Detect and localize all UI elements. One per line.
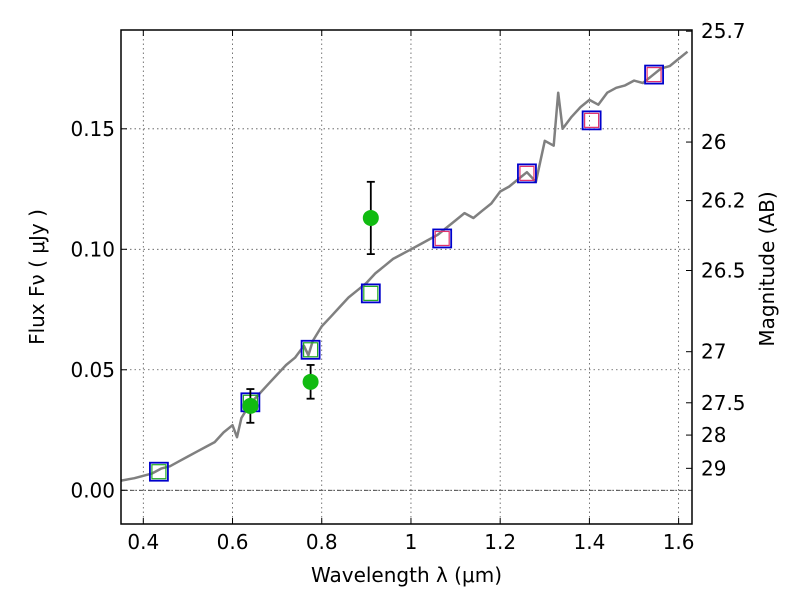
y-axis-label: Flux Fν ( μJy ) <box>25 209 49 345</box>
model-photometry-inner-marker <box>646 66 662 83</box>
y2-tick-label: 29 <box>701 456 726 480</box>
axis-ticks: 0.4 0.6 0.8 1 1.2 1.4 1.6 0.00 0.05 0.10 0.15 25.7 2… <box>70 19 745 554</box>
grid <box>121 30 692 524</box>
plot-frame <box>120 29 693 525</box>
model-photometry-square <box>149 461 169 482</box>
model-photometry-square <box>517 163 537 184</box>
model-photometry-square <box>644 64 664 85</box>
y-tick-label: 0.00 <box>70 478 115 502</box>
model-photometry-square <box>432 228 453 249</box>
x-tick-label: 0.6 <box>217 530 249 554</box>
model-photometry-inner-marker <box>302 342 319 358</box>
y2-tick-label: 28 <box>701 423 726 447</box>
observed-data-point <box>362 209 379 226</box>
x-axis-label: Wavelength λ (μm) <box>311 563 502 587</box>
observed-data-point <box>242 397 259 414</box>
y2-tick-label: 26 <box>701 130 726 154</box>
y2-tick-label: 25.7 <box>701 19 746 43</box>
x-tick-label: 1.2 <box>484 530 516 554</box>
model-photometry-square <box>581 110 602 131</box>
y2-tick-label: 26.5 <box>701 258 746 282</box>
x-tick-label: 1.6 <box>663 530 695 554</box>
y-tick-label: 0.15 <box>70 117 115 141</box>
y2-tick-label: 27.5 <box>701 391 746 415</box>
x-tick-label: 0.4 <box>127 530 159 554</box>
y2-tick-label: 26.2 <box>701 189 746 213</box>
x-tick-label: 0.8 <box>306 530 338 554</box>
y2-tick-label: 27 <box>701 340 726 364</box>
model-photometry-square <box>360 283 381 304</box>
model-photometry-inner-marker <box>434 230 450 247</box>
model-photometry-inner-marker <box>363 285 379 301</box>
model-spectrum-line <box>120 50 689 482</box>
y-tick-label: 0.10 <box>70 237 115 261</box>
y-tick-label: 0.05 <box>70 358 115 382</box>
model-photometry-inner-marker <box>519 165 535 181</box>
model-photometry-square <box>300 339 321 360</box>
model-photometry-inner-marker <box>151 464 167 480</box>
x-tick-label: 1.4 <box>573 530 605 554</box>
model-photometry-inner-marker <box>584 112 600 128</box>
x-tick-label: 1 <box>405 530 418 554</box>
observed-data-point <box>302 373 319 390</box>
plot-area <box>120 50 689 482</box>
y2-axis-label: Magnitude (AB) <box>755 191 779 346</box>
